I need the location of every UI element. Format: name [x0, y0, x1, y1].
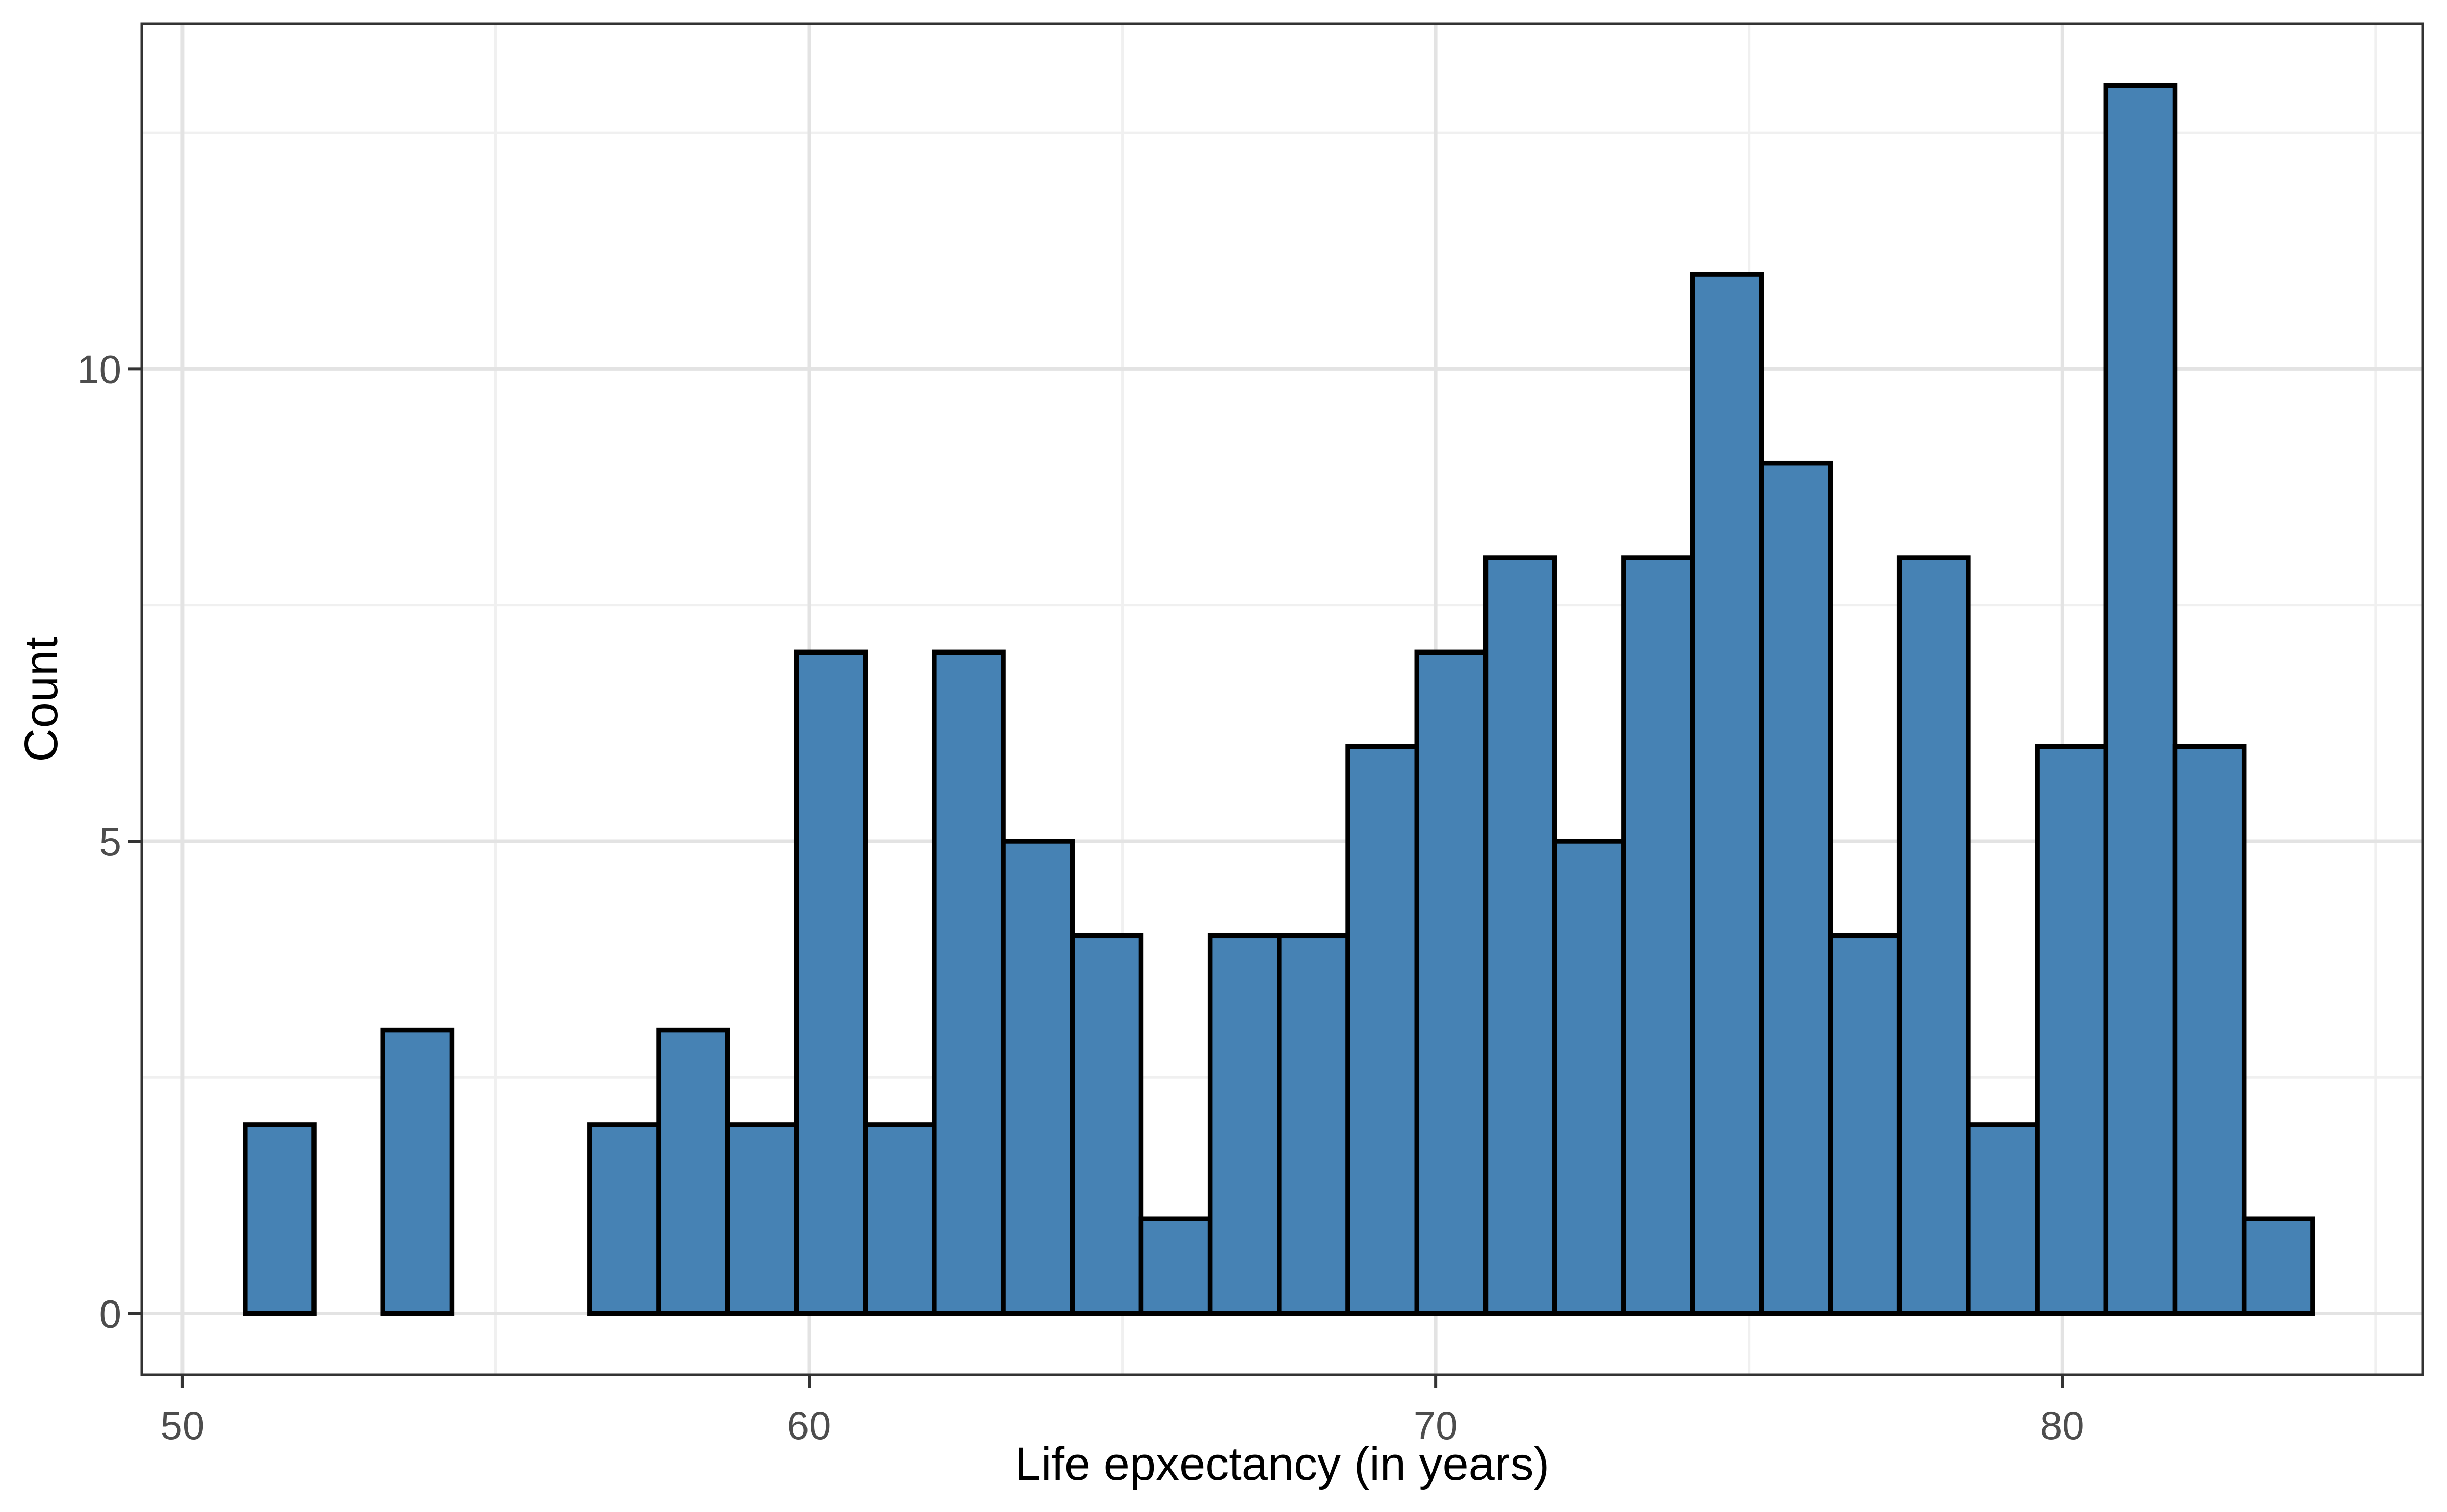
histogram-bar — [656, 1027, 730, 1316]
y-tick-label: 5 — [99, 819, 121, 864]
histogram-bar — [2241, 1216, 2315, 1316]
histogram-bar — [1001, 839, 1075, 1316]
x-tick-label: 60 — [787, 1403, 831, 1448]
histogram-bar — [2172, 744, 2247, 1316]
histogram-bar — [2035, 744, 2109, 1316]
histogram-bar — [1552, 839, 1626, 1316]
histogram-bar — [1483, 555, 1557, 1316]
y-tick-label: 0 — [99, 1292, 121, 1337]
histogram-bar — [1759, 460, 1833, 1316]
histogram-bar — [1621, 555, 1695, 1316]
histogram-bar — [1828, 933, 1902, 1316]
x-axis-title: Life epxectancy (in years) — [1015, 1438, 1549, 1490]
histogram-bar — [587, 1122, 661, 1316]
y-axis-title: Count — [15, 637, 67, 762]
histogram-bar — [1966, 1122, 2040, 1316]
histogram-bar — [794, 649, 868, 1316]
histogram-bar — [1896, 555, 1971, 1316]
histogram-bar — [380, 1027, 455, 1316]
x-tick-label: 50 — [161, 1403, 205, 1448]
histogram-bar — [1690, 272, 1764, 1316]
histogram-bar — [1345, 744, 1420, 1316]
histogram-bar — [2103, 83, 2178, 1316]
panel-border — [140, 22, 2424, 1376]
histogram-bar — [1138, 1216, 1213, 1316]
x-tick-label: 70 — [1414, 1403, 1458, 1448]
histogram-bar — [1277, 933, 1350, 1316]
histogram-bar — [932, 649, 1006, 1316]
histogram-bar — [243, 1122, 317, 1316]
y-tick-label: 10 — [77, 347, 121, 392]
histogram-bar — [725, 1122, 799, 1316]
axis-tick-marks — [128, 367, 2064, 1388]
histogram-bar — [1207, 933, 1282, 1316]
axis-tick-labels: 50 60 70 80 0 5 10 — [77, 347, 2084, 1448]
histogram-bar — [863, 1122, 937, 1316]
histogram-bars — [243, 83, 2315, 1316]
x-tick-label: 80 — [2040, 1403, 2085, 1448]
histogram-bar — [1414, 649, 1489, 1316]
histogram-bar — [1070, 933, 1144, 1316]
